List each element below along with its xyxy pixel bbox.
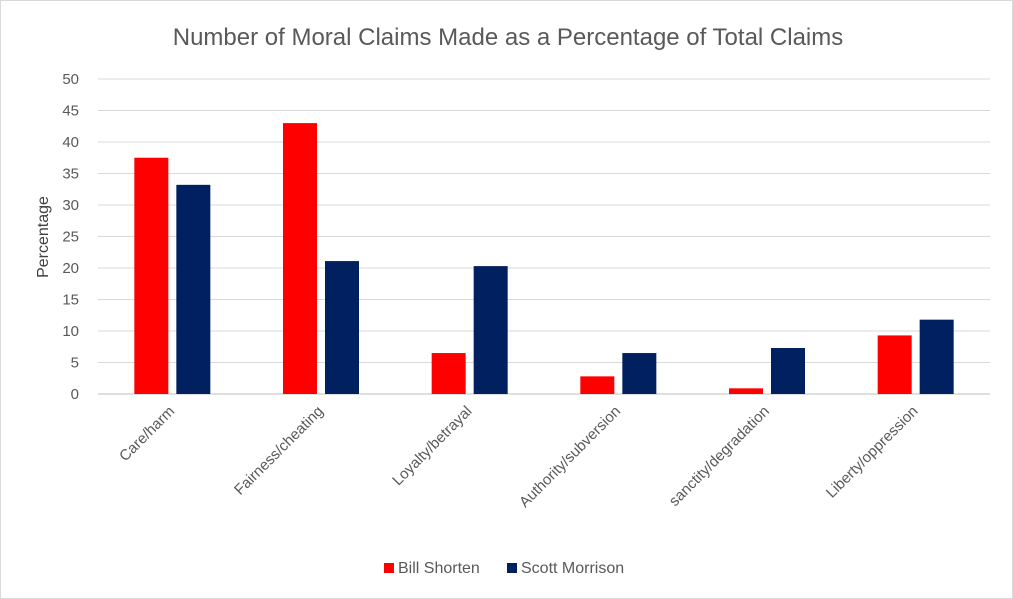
y-tick-label: 45 bbox=[62, 103, 79, 120]
bar-scott-morrison-liberty-oppression bbox=[919, 319, 954, 394]
bar-scott-morrison-fairness-cheating bbox=[325, 261, 359, 394]
bar-scott-morrison-loyalty-betrayal bbox=[473, 266, 508, 394]
bar-bill-shorten-loyalty-betrayal bbox=[431, 353, 466, 394]
bar-bill-shorten-fairness-cheating bbox=[283, 123, 317, 394]
y-axis-ticks: 0 5 10 15 20 25 30 35 40 45 50 bbox=[62, 71, 79, 403]
bar-scott-morrison-authority-subversion bbox=[622, 353, 657, 394]
y-tick-label: 0 bbox=[71, 386, 79, 403]
y-tick-label: 25 bbox=[62, 229, 79, 246]
x-tick-label: Fairness/cheating bbox=[231, 403, 327, 499]
legend: Bill Shorten Scott Morrison bbox=[384, 560, 624, 577]
x-tick-label: Authority/subversion bbox=[516, 403, 624, 511]
y-tick-label: 50 bbox=[62, 71, 79, 88]
y-axis-label: Percentage bbox=[35, 196, 52, 278]
y-tick-label: 30 bbox=[62, 197, 79, 214]
y-tick-label: 40 bbox=[62, 134, 79, 151]
bar-bill-shorten-liberty-oppression bbox=[877, 335, 912, 394]
legend-label: Scott Morrison bbox=[521, 560, 624, 577]
y-tick-label: 35 bbox=[62, 166, 79, 183]
legend-label: Bill Shorten bbox=[398, 560, 480, 577]
x-tick-label: Liberty/oppression bbox=[823, 403, 922, 502]
bar-bill-shorten-care-harm bbox=[134, 157, 169, 394]
x-axis-ticks: Care/harm Fairness/cheating Loyalty/betray… bbox=[116, 403, 921, 511]
x-tick-label: Loyalty/betrayal bbox=[389, 403, 475, 489]
y-tick-label: 5 bbox=[71, 355, 79, 372]
bar-scott-morrison-sanctity-degradation bbox=[771, 348, 805, 394]
bar-bill-shorten-sanctity-degradation bbox=[729, 388, 763, 394]
x-tick-label: sanctity/degradation bbox=[666, 403, 773, 510]
chart-title: Number of Moral Claims Made as a Percent… bbox=[173, 24, 844, 51]
y-tick-label: 15 bbox=[62, 292, 79, 309]
bar-scott-morrison-care-harm bbox=[176, 184, 211, 394]
bar-bill-shorten-authority-subversion bbox=[580, 376, 615, 394]
gridlines bbox=[98, 78, 990, 395]
y-tick-label: 20 bbox=[62, 260, 79, 277]
x-tick-label: Care/harm bbox=[116, 403, 178, 465]
legend-swatch-scott-morrison bbox=[507, 563, 517, 573]
y-tick-label: 10 bbox=[62, 323, 79, 340]
bars bbox=[134, 123, 954, 394]
legend-swatch-bill-shorten bbox=[384, 563, 394, 573]
